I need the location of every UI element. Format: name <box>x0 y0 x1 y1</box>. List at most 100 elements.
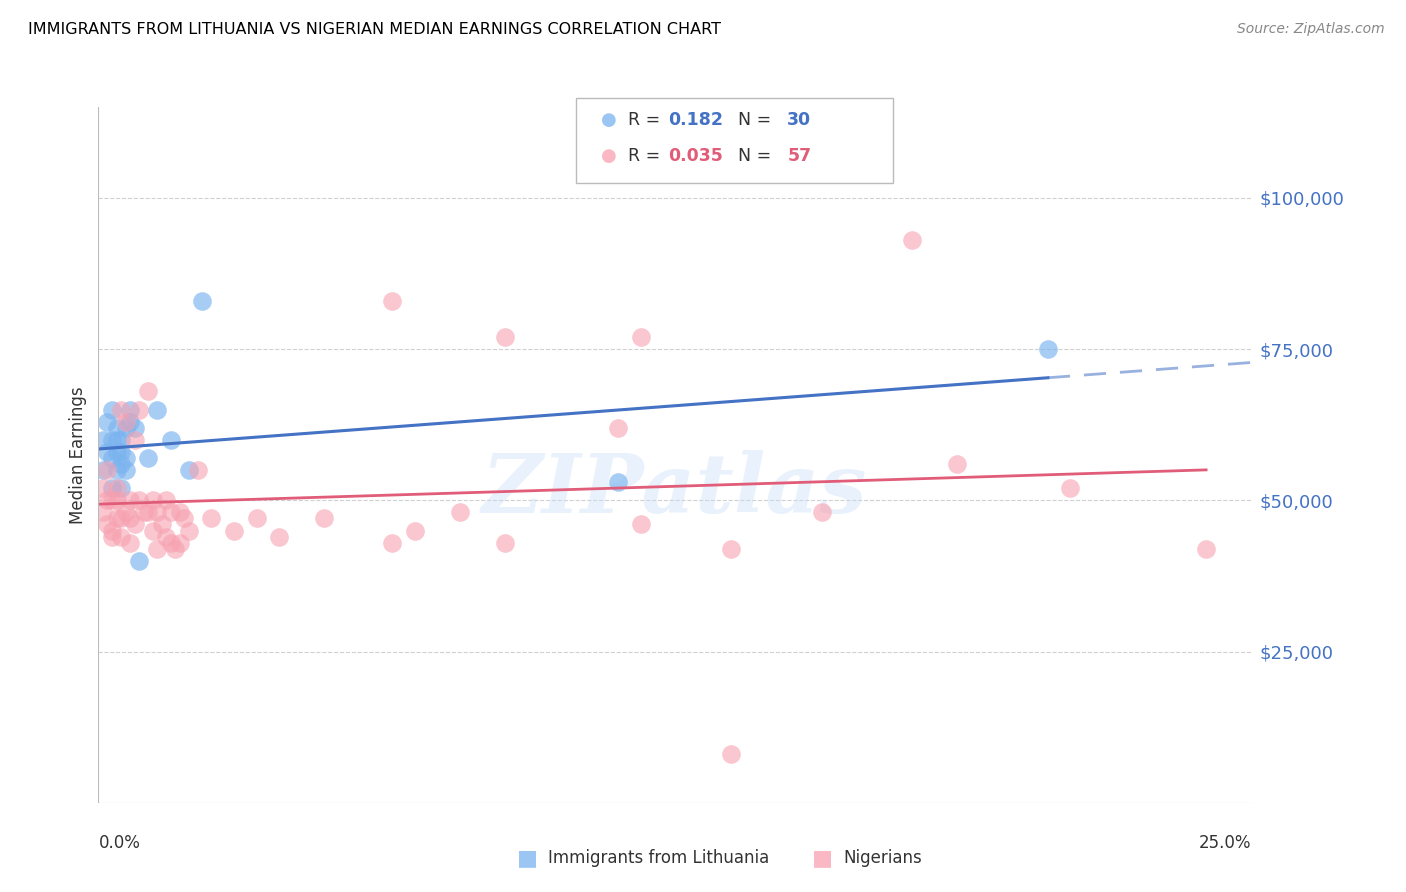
Point <box>142 493 165 508</box>
Point <box>159 433 181 447</box>
Text: N =: N = <box>738 112 778 129</box>
Text: 25.0%: 25.0% <box>1199 834 1251 852</box>
Point <box>105 445 128 459</box>
Text: R =: R = <box>628 147 666 165</box>
Text: ZIPatlas: ZIPatlas <box>482 450 868 530</box>
Point <box>314 511 336 525</box>
Point <box>720 747 742 762</box>
Point <box>120 511 142 525</box>
Text: 0.0%: 0.0% <box>98 834 141 852</box>
Y-axis label: Median Earnings: Median Earnings <box>69 386 87 524</box>
Point <box>101 402 124 417</box>
Point <box>404 524 426 538</box>
Point <box>630 330 652 344</box>
Text: Immigrants from Lithuania: Immigrants from Lithuania <box>548 849 769 867</box>
Point <box>155 530 177 544</box>
Point <box>120 415 142 429</box>
Text: ■: ■ <box>813 848 832 868</box>
Point <box>110 511 132 525</box>
Point <box>607 475 630 490</box>
Point <box>136 505 159 519</box>
Point <box>105 511 128 525</box>
Text: ●: ● <box>600 147 617 165</box>
Point <box>110 457 132 471</box>
Point <box>96 463 118 477</box>
Point <box>246 511 269 525</box>
Point <box>155 493 177 508</box>
Point <box>449 505 471 519</box>
Point <box>191 293 214 308</box>
Point <box>96 445 118 459</box>
Text: 57: 57 <box>787 147 811 165</box>
Point <box>110 402 132 417</box>
Point <box>381 535 404 549</box>
Point <box>105 433 128 447</box>
Point <box>91 481 114 495</box>
Point <box>142 524 165 538</box>
Point <box>169 535 191 549</box>
Point <box>128 493 150 508</box>
Point <box>105 463 128 477</box>
Point <box>96 415 118 429</box>
Point <box>169 505 191 519</box>
Point <box>124 433 146 447</box>
Point <box>91 505 114 519</box>
Point <box>200 511 222 525</box>
Point <box>901 233 924 247</box>
Point <box>1036 342 1059 356</box>
Point <box>124 420 146 434</box>
Point <box>159 535 181 549</box>
Text: IMMIGRANTS FROM LITHUANIA VS NIGERIAN MEDIAN EARNINGS CORRELATION CHART: IMMIGRANTS FROM LITHUANIA VS NIGERIAN ME… <box>28 22 721 37</box>
Point <box>120 402 142 417</box>
Point <box>1059 481 1081 495</box>
Point <box>114 420 136 434</box>
Point <box>101 433 124 447</box>
Point <box>114 415 136 429</box>
Point <box>146 402 169 417</box>
Point <box>105 481 128 495</box>
Point <box>110 481 132 495</box>
Text: 0.182: 0.182 <box>668 112 723 129</box>
Text: N =: N = <box>738 147 778 165</box>
Point <box>96 493 118 508</box>
Point <box>128 402 150 417</box>
Point <box>91 463 114 477</box>
Point <box>177 524 200 538</box>
Text: ●: ● <box>600 112 617 129</box>
Point <box>381 293 404 308</box>
Point <box>114 463 136 477</box>
Point <box>124 517 146 532</box>
Point <box>222 524 245 538</box>
Point <box>101 450 124 465</box>
Point <box>110 445 132 459</box>
Point <box>110 530 132 544</box>
Point <box>146 541 169 556</box>
Point <box>159 505 181 519</box>
Point <box>607 420 630 434</box>
Point <box>146 505 169 519</box>
Point <box>136 384 159 399</box>
Point <box>114 450 136 465</box>
Point <box>120 493 142 508</box>
Point <box>105 420 128 434</box>
Point <box>630 517 652 532</box>
Point <box>101 481 124 495</box>
Text: 0.035: 0.035 <box>668 147 723 165</box>
Point <box>173 511 195 525</box>
Text: R =: R = <box>628 112 666 129</box>
Point <box>132 505 155 519</box>
Point <box>494 535 516 549</box>
Point <box>811 505 834 519</box>
Point <box>114 505 136 519</box>
Point <box>101 524 124 538</box>
Point <box>494 330 516 344</box>
Point <box>269 530 291 544</box>
Point <box>150 517 173 532</box>
Point <box>101 530 124 544</box>
Point <box>165 541 187 556</box>
Text: Nigerians: Nigerians <box>844 849 922 867</box>
Point <box>120 535 142 549</box>
Point <box>177 463 200 477</box>
Point <box>96 517 118 532</box>
Point <box>128 554 150 568</box>
